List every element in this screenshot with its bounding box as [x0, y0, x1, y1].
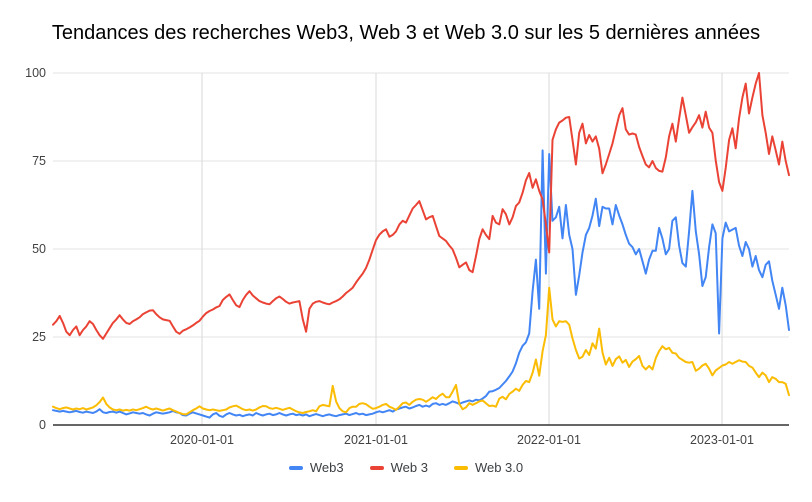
y-tick-label: 75	[32, 154, 46, 168]
web-3-line	[52, 72, 790, 340]
legend-label: Web3	[309, 460, 344, 475]
x-tick-label: 2023-01-01	[690, 433, 754, 447]
legend-item-web3: Web3	[288, 460, 344, 475]
y-tick-label: 100	[25, 66, 46, 80]
y-tick-label: 0	[39, 418, 46, 432]
chart-title: Tendances des recherches Web3, Web 3 et …	[51, 22, 761, 44]
x-tick-label: 2020-01-01	[170, 433, 234, 447]
legend-label: Web 3	[390, 460, 428, 475]
legend-item-web-3-0: Web 3.0	[453, 460, 524, 475]
y-tick-label: 50	[32, 242, 46, 256]
web3-swatch	[288, 465, 303, 470]
legend: Web3 Web 3 Web 3.0	[0, 460, 812, 475]
legend-label: Web 3.0	[474, 460, 524, 475]
y-gridlines	[53, 72, 789, 338]
x-tick-label: 2022-01-01	[517, 433, 581, 447]
web-3-0-line	[52, 286, 790, 416]
y-tick-label: 25	[32, 330, 46, 344]
web-3-swatch	[369, 465, 384, 470]
web3-line	[52, 149, 790, 419]
x-tick-label: 2021-01-01	[344, 433, 408, 447]
legend-item-web-3: Web 3	[369, 460, 428, 475]
web-3-0-swatch	[453, 465, 468, 470]
